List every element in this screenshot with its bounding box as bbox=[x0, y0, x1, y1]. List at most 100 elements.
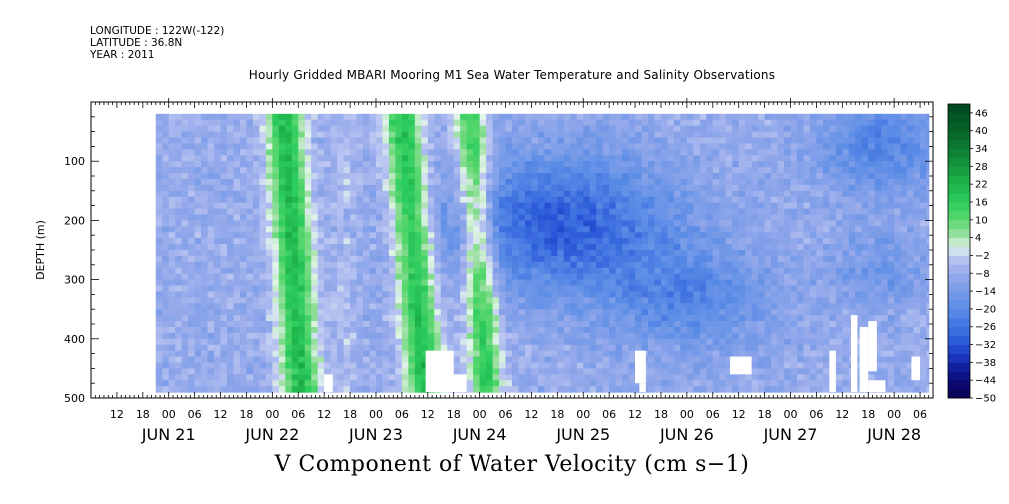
heatmap-cell bbox=[667, 326, 675, 334]
heatmap-cell bbox=[168, 285, 176, 293]
heatmap-cell bbox=[466, 143, 474, 150]
heatmap-cell bbox=[790, 386, 798, 393]
heatmap-cell bbox=[524, 321, 533, 328]
heatmap-cell bbox=[421, 309, 429, 316]
heatmap-cell bbox=[369, 250, 377, 257]
heatmap-cell bbox=[563, 362, 571, 369]
heatmap-cell bbox=[602, 380, 610, 387]
heatmap-cell bbox=[265, 309, 273, 316]
heatmap-cell bbox=[388, 321, 397, 328]
heatmap-cell bbox=[395, 232, 403, 239]
heatmap-cell bbox=[324, 303, 332, 310]
heatmap-cell bbox=[796, 344, 805, 352]
heatmap-cell bbox=[388, 161, 397, 168]
heatmap-cell bbox=[835, 113, 843, 121]
heatmap-cell bbox=[544, 220, 552, 227]
heatmap-cell bbox=[784, 261, 792, 269]
heatmap-cell bbox=[732, 173, 740, 180]
heatmap-cell bbox=[531, 125, 539, 133]
heatmap-cell bbox=[563, 368, 571, 375]
heatmap-cell bbox=[440, 220, 448, 227]
heatmap-cell bbox=[492, 232, 500, 239]
heatmap-cell bbox=[706, 250, 714, 257]
heatmap-cell bbox=[304, 202, 312, 210]
heatmap-cell bbox=[207, 368, 215, 375]
heatmap-cell bbox=[350, 273, 358, 281]
heatmap-cell bbox=[796, 220, 805, 227]
heatmap-cell bbox=[660, 196, 669, 204]
heatmap-cell bbox=[712, 226, 720, 233]
heatmap-cell bbox=[596, 344, 604, 352]
heatmap-cell bbox=[583, 350, 591, 358]
heatmap-cell bbox=[311, 113, 319, 121]
heatmap-cell bbox=[265, 161, 273, 168]
heatmap-cell bbox=[499, 380, 507, 387]
heatmap-cell bbox=[175, 297, 183, 304]
heatmap-cell bbox=[583, 244, 591, 251]
heatmap-cell bbox=[822, 214, 830, 221]
heatmap-cell bbox=[233, 291, 241, 298]
heatmap-cell bbox=[602, 261, 610, 269]
heatmap-cell bbox=[350, 196, 358, 204]
heatmap-cell bbox=[628, 368, 636, 375]
heatmap-cell bbox=[453, 214, 461, 221]
heatmap-cell bbox=[343, 279, 351, 287]
heatmap-cell bbox=[291, 273, 299, 281]
heatmap-cell bbox=[570, 255, 578, 263]
heatmap-cell bbox=[635, 250, 643, 257]
heatmap-cell bbox=[499, 291, 507, 298]
heatmap-cell bbox=[660, 374, 669, 381]
heatmap-cell bbox=[686, 291, 694, 298]
heatmap-cell bbox=[738, 232, 746, 239]
heatmap-cell bbox=[505, 232, 513, 239]
heatmap-cell bbox=[278, 279, 286, 287]
heatmap-cell bbox=[453, 173, 461, 180]
heatmap-cell bbox=[421, 143, 429, 150]
heatmap-cell bbox=[246, 255, 254, 263]
heatmap-cell bbox=[479, 350, 487, 358]
heatmap-cell bbox=[265, 332, 273, 340]
heatmap-cell bbox=[408, 238, 416, 245]
heatmap-cell bbox=[369, 202, 377, 210]
heatmap-cell bbox=[822, 226, 830, 233]
heatmap-cell bbox=[252, 356, 260, 364]
heatmap-cell bbox=[771, 285, 779, 293]
heatmap-cell bbox=[421, 315, 429, 322]
heatmap-cell bbox=[589, 226, 597, 233]
heatmap-cell bbox=[291, 202, 299, 210]
heatmap-cell bbox=[563, 208, 571, 216]
heatmap-cell bbox=[771, 380, 779, 387]
heatmap-cell bbox=[660, 202, 669, 210]
heatmap-cell bbox=[175, 279, 183, 287]
heatmap-cell bbox=[324, 297, 332, 304]
heatmap-cell bbox=[356, 291, 364, 298]
heatmap-cell bbox=[188, 202, 196, 210]
heatmap-cell bbox=[615, 113, 623, 121]
heatmap-cell bbox=[512, 374, 520, 381]
heatmap-cell bbox=[317, 137, 325, 145]
heatmap-cell bbox=[563, 143, 571, 150]
heatmap-cell bbox=[492, 125, 500, 133]
heatmap-cell bbox=[181, 232, 189, 239]
heatmap-cell bbox=[252, 315, 260, 322]
heatmap-cell bbox=[168, 350, 176, 358]
heatmap-cell bbox=[220, 190, 228, 198]
heatmap-cell bbox=[233, 220, 241, 227]
heatmap-cell bbox=[259, 356, 267, 364]
heatmap-cell bbox=[473, 279, 481, 287]
heatmap-cell bbox=[401, 137, 409, 145]
heatmap-cell bbox=[246, 190, 254, 198]
heatmap-cell bbox=[751, 214, 759, 221]
heatmap-cell bbox=[712, 125, 720, 133]
heatmap-cell bbox=[201, 362, 209, 369]
heatmap-cell bbox=[155, 178, 163, 186]
heatmap-cell bbox=[764, 332, 772, 340]
heatmap-cell bbox=[227, 173, 235, 180]
heatmap-cell bbox=[512, 356, 520, 364]
heatmap-cell bbox=[719, 374, 727, 381]
heatmap-cell bbox=[278, 356, 286, 364]
heatmap-cell bbox=[563, 315, 571, 322]
heatmap-cell bbox=[518, 344, 526, 352]
heatmap-cell bbox=[337, 214, 345, 221]
heatmap-cell bbox=[181, 178, 189, 186]
